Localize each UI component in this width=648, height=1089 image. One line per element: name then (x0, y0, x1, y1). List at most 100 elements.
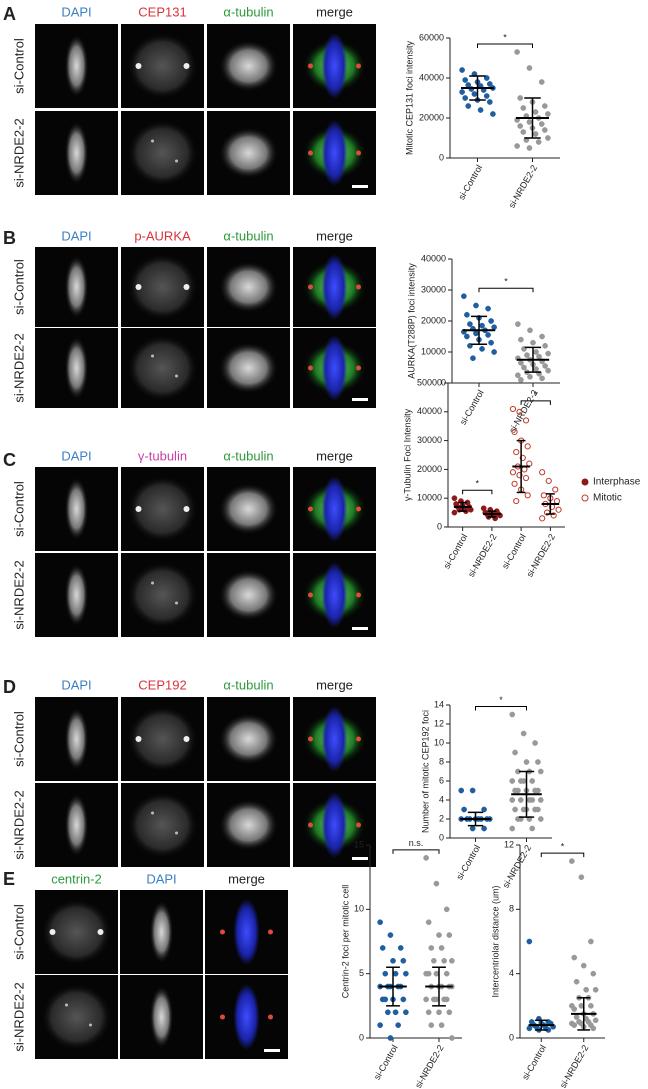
data-point (539, 333, 545, 340)
y-tick-label: 5 (359, 968, 364, 978)
focus (356, 506, 361, 512)
data-point (526, 145, 533, 151)
cell-outline (126, 334, 199, 402)
y-tick-label: 60000 (419, 32, 444, 42)
y-axis-label: AURKA(T288P) foci intensity (406, 263, 416, 379)
data-point (425, 1009, 432, 1016)
data-point (387, 932, 394, 938)
y-tick-label: 40000 (419, 72, 444, 82)
data-point (461, 806, 467, 813)
data-point (552, 486, 559, 493)
data-point (471, 91, 478, 97)
data-point (488, 318, 494, 324)
data-point (541, 103, 548, 109)
data-point (573, 978, 580, 985)
focus (308, 506, 313, 512)
micrograph (121, 328, 204, 408)
y-axis-label: Mitotic CEP131 foci intensity (404, 40, 414, 155)
data-point (590, 1025, 597, 1032)
chromatin (321, 335, 348, 401)
data-point (436, 1009, 442, 1016)
data-point (532, 131, 539, 137)
y-tick-label: 10000 (421, 346, 446, 356)
channel-label: merge (316, 677, 353, 692)
micrograph (207, 111, 290, 195)
data-point (518, 336, 524, 343)
significance-label: * (504, 277, 508, 287)
panel-letter: C (3, 450, 16, 470)
data-point (539, 469, 546, 476)
data-point (425, 970, 432, 977)
channel-label: DAPI (61, 4, 91, 19)
data-point (516, 408, 523, 415)
data-point (400, 996, 407, 1003)
data-point (532, 740, 538, 746)
chromatin (64, 563, 89, 627)
y-tick-label: 0 (439, 152, 444, 162)
data-point (443, 906, 450, 913)
focus (151, 581, 154, 585)
data-point (491, 349, 497, 355)
channel-label: merge (316, 4, 353, 19)
y-tick-label: 30000 (421, 284, 446, 294)
focus (151, 811, 154, 815)
data-point (509, 825, 516, 832)
data-point (382, 996, 389, 1003)
micrograph (293, 467, 376, 551)
significance-bracket (478, 287, 534, 293)
panel-letter: E (3, 869, 15, 889)
focus (175, 831, 178, 835)
data-point (486, 81, 493, 87)
y-tick-label: 0 (439, 832, 444, 842)
row-label: si-NRDE2-2 (11, 982, 26, 1051)
x-tick-label: si-NRDE2-2 (507, 163, 540, 210)
row-label: si-Control (11, 38, 26, 94)
y-tick-label: 30000 (417, 435, 442, 445)
data-point (449, 1035, 455, 1041)
x-tick-label: si-Control (456, 163, 484, 201)
micrograph (207, 553, 290, 637)
data-point (524, 352, 530, 358)
channel-label: DAPI (61, 677, 91, 692)
legend-marker (581, 494, 589, 502)
row-label: si-Control (11, 711, 26, 767)
cell-outline (126, 253, 199, 321)
chromatin (64, 793, 89, 857)
data-point (428, 945, 435, 951)
data-point (540, 492, 547, 499)
significance-label: * (475, 479, 479, 489)
channel-label: merge (316, 448, 353, 463)
micrograph (207, 247, 290, 327)
y-tick-label: 4 (439, 794, 444, 804)
focus (183, 63, 190, 69)
micrograph (121, 553, 204, 637)
chromatin (149, 985, 174, 1049)
data-point (473, 302, 479, 309)
significance-bracket (520, 400, 551, 405)
data-point (529, 778, 536, 784)
data-point (473, 330, 479, 337)
channel-label: CEP192 (138, 677, 186, 692)
data-point (535, 787, 541, 794)
spindle (218, 713, 279, 765)
data-point (529, 825, 536, 832)
significance-bracket (462, 489, 493, 495)
data-point (443, 970, 450, 977)
data-point (509, 778, 516, 784)
data-point (520, 105, 527, 111)
y-tick-label: 14 (434, 699, 444, 709)
micrograph (120, 975, 203, 1059)
y-tick-label: 6 (439, 775, 444, 785)
data-point (428, 1022, 435, 1028)
data-point (545, 367, 551, 374)
data-point (438, 945, 445, 951)
data-point (423, 855, 429, 861)
y-tick-label: 4 (509, 968, 514, 978)
data-point (526, 65, 533, 71)
micrograph (207, 697, 290, 781)
cell-outline (126, 791, 199, 859)
y-tick-label: 0 (509, 1032, 514, 1042)
data-point (571, 1022, 578, 1028)
data-point (488, 339, 494, 346)
cell-outline (40, 898, 113, 966)
